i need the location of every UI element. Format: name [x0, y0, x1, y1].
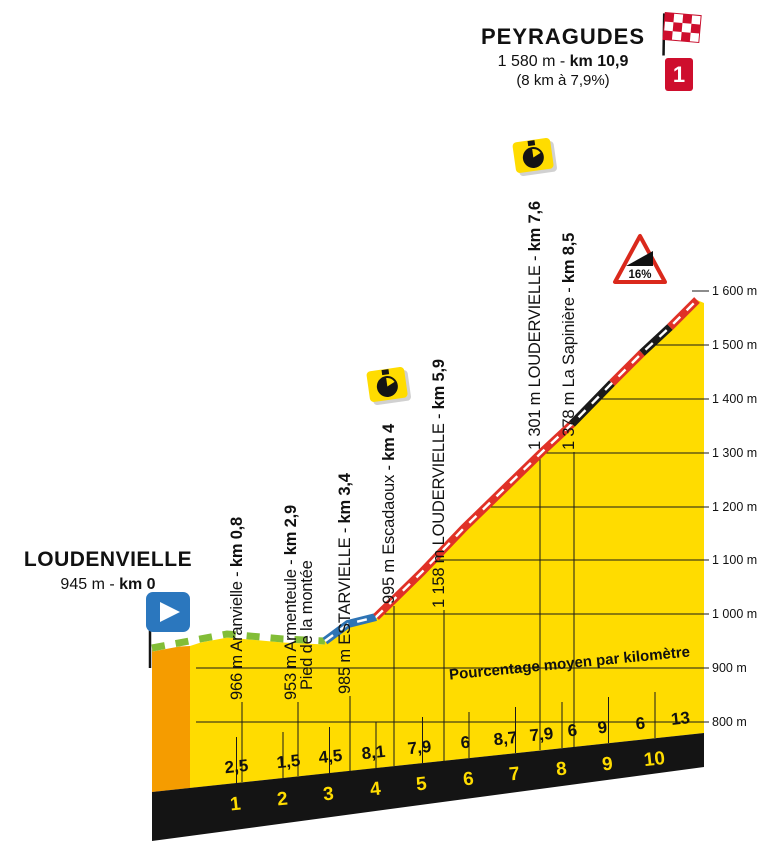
elevation-tick: 800 m — [712, 715, 747, 729]
km-label: 7 — [508, 764, 521, 786]
gradient-value: 8,7 — [493, 728, 518, 749]
waypoint-label-armenteule-line2: Pied de la montée — [298, 560, 316, 690]
km-label: 4 — [369, 778, 382, 800]
elevation-tick: 900 m — [712, 661, 747, 675]
profile-base-band — [152, 733, 704, 841]
start-name: LOUDENVIELLE — [24, 548, 192, 571]
elevation-tick: 1 200 m — [712, 500, 757, 514]
gradient-value: 13 — [670, 708, 691, 729]
waypoint-name: 1 158 m LOUDERVIELLE - — [430, 409, 448, 608]
waypoint-km: km 5,9 — [430, 359, 448, 409]
time-check-icon — [512, 137, 558, 177]
km-label: 8 — [555, 759, 568, 781]
elevation-tick: 1 400 m — [712, 392, 757, 406]
waypoint-name: 953 m Armenteule - — [282, 555, 300, 700]
start-detail: 945 m - km 0 — [60, 576, 155, 593]
waypoint-labels: 966 m Aranvielle - km 0,8 953 m Armenteu… — [228, 201, 578, 700]
finish-detail: 1 580 m - km 10,9 — [498, 53, 629, 70]
waypoint-name: 985 m ESTARVIELLE - — [336, 523, 354, 694]
waypoint-label-aranvielle: 966 m Aranvielle - km 0,8 — [228, 517, 246, 700]
km-separator-lines — [236, 692, 656, 783]
gradient-value: 1,5 — [276, 751, 301, 772]
road-flat-green — [151, 630, 326, 652]
waypoint-km: km 2,9 — [282, 505, 300, 555]
gradient-value: 6 — [635, 714, 646, 734]
elevation-tick: 1 300 m — [712, 446, 757, 460]
start-flag-icon — [146, 592, 190, 668]
gradient-value: 6 — [460, 733, 471, 753]
road-centerline — [324, 299, 698, 642]
waypoint-label-armenteule: 953 m Armenteule - km 2,9 — [282, 505, 300, 700]
finish-flag-icon — [662, 11, 702, 56]
waypoint-name: 995 m Escadaoux - — [380, 461, 398, 604]
gradient-value: 7,9 — [407, 737, 432, 758]
elevation-tick: 1 100 m — [712, 553, 757, 567]
waypoint-km: km 8,5 — [560, 233, 578, 283]
elevation-axis: 1 600 m 1 500 m 1 400 m 1 300 m 1 200 m … — [712, 284, 757, 729]
waypoint-label-loudervielle-1: 1 158 m LOUDERVIELLE - km 5,9 — [430, 359, 448, 608]
waypoint-km: km 7,6 — [526, 201, 544, 251]
waypoint-drop-lines — [241, 452, 575, 782]
warning-gradient-value: 16% — [628, 269, 651, 281]
road — [151, 297, 700, 652]
steep-gradient-warning: 16% — [613, 234, 667, 284]
waypoint-km: km 4 — [380, 423, 398, 461]
waypoint-name: 966 m Aranvielle - — [228, 567, 246, 700]
gradient-value: 7,9 — [529, 724, 554, 745]
elevation-tick: 1 000 m — [712, 607, 757, 621]
gradient-value: 6 — [567, 721, 578, 741]
km-label: 5 — [415, 773, 428, 795]
finish-note: (8 km à 7,9%) — [516, 72, 609, 89]
warning-slope-glyph — [626, 251, 653, 266]
profile-side-face — [152, 646, 190, 792]
start-elevation: 945 m - — [60, 576, 119, 593]
waypoint-label-estarvielle: 985 m ESTARVIELLE - km 3,4 — [336, 472, 354, 694]
km-label: 6 — [462, 769, 475, 791]
time-check-icon — [366, 366, 412, 406]
finish-marker-number: 1 — [673, 62, 685, 87]
finish-elevation: 1 580 m - — [498, 53, 570, 70]
elevation-tick: 1 500 m — [712, 338, 757, 352]
elevation-gridlines — [196, 290, 709, 723]
km-label: 10 — [643, 748, 666, 771]
gradient-value: 4,5 — [318, 746, 343, 767]
km-label: 2 — [276, 789, 289, 811]
waypoint-name: 1 378 m La Sapinière - — [560, 283, 578, 450]
km-label: 9 — [601, 754, 614, 776]
gradient-value: 2,5 — [224, 756, 249, 777]
waypoint-label-escadaoux: 995 m Escadaoux - km 4 — [380, 423, 398, 604]
waypoint-label-loudervielle-2: 1 301 m LOUDERVIELLE - km 7,6 — [526, 201, 544, 450]
km-label: 1 — [229, 793, 242, 815]
waypoint-km: km 3,4 — [336, 472, 354, 523]
km-label: 3 — [322, 784, 335, 806]
finish-name: PEYRAGUDES — [481, 24, 645, 49]
waypoint-km: km 0,8 — [228, 517, 246, 567]
gradient-value: 9 — [597, 718, 608, 738]
waypoint-name: 1 301 m LOUDERVIELLE - — [526, 251, 544, 450]
finish-marker: 1 — [665, 58, 693, 91]
finish-km: km 10,9 — [570, 53, 629, 70]
waypoint-label-sapiniere: 1 378 m La Sapinière - km 8,5 — [560, 233, 578, 450]
start-km: km 0 — [119, 576, 156, 593]
elevation-tick: 1 600 m — [712, 284, 757, 298]
gradient-value: 8,1 — [361, 742, 386, 763]
